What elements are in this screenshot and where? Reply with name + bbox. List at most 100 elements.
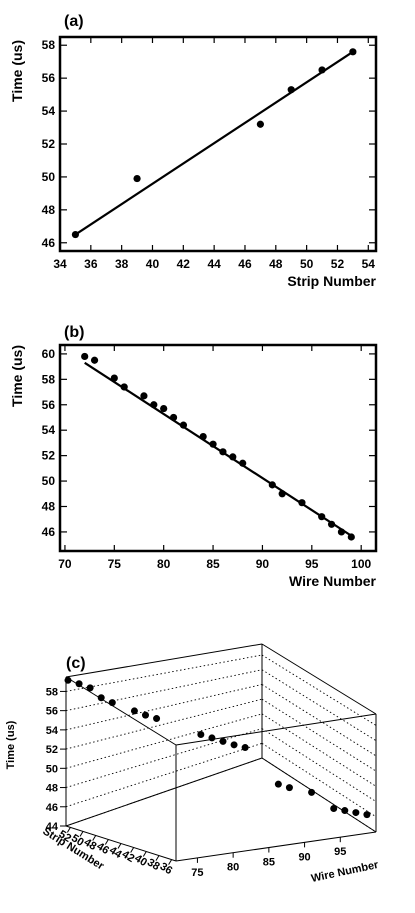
data-point bbox=[90, 356, 99, 364]
wire-tick-label: 75 bbox=[191, 867, 203, 879]
panel-a-x-title: Strip Number bbox=[287, 273, 376, 289]
y-tick-label: 46 bbox=[42, 525, 56, 539]
panel-a-y-ticks: 46 48 50 52 54 56 58 bbox=[42, 38, 376, 250]
data-point bbox=[256, 120, 264, 128]
data-point bbox=[81, 352, 89, 361]
data-point bbox=[278, 490, 286, 498]
y-tick-label: 48 bbox=[42, 203, 56, 217]
data-point-3d bbox=[330, 805, 338, 813]
data-point bbox=[199, 432, 207, 441]
panel-b-frame bbox=[58, 343, 378, 553]
x-tick-label: 90 bbox=[256, 557, 270, 571]
grid-line bbox=[65, 742, 263, 808]
strip-tick-mark bbox=[117, 843, 122, 849]
x-tick-label: 40 bbox=[146, 257, 160, 271]
data-point bbox=[179, 421, 188, 429]
data-point bbox=[120, 383, 128, 391]
x-tick-label: 52 bbox=[331, 257, 345, 271]
z-tick-label: 48 bbox=[46, 783, 58, 795]
panel-b-marks bbox=[81, 352, 355, 541]
z-tick-label: 46 bbox=[46, 802, 58, 814]
data-point bbox=[71, 230, 80, 239]
data-point-3d bbox=[86, 684, 94, 692]
z-tick-label: 50 bbox=[46, 763, 58, 775]
strip-tick-label: 42 bbox=[120, 848, 137, 865]
grid-line bbox=[261, 654, 377, 726]
panel-b: (b) 70 75 80 85 90 95 100 46 48 50 52 54 56 58 60 Wir… bbox=[9, 324, 378, 589]
data-point bbox=[298, 499, 306, 507]
y-tick-label: 48 bbox=[42, 499, 56, 513]
wire-tick-label: 85 bbox=[263, 857, 275, 869]
data-point bbox=[209, 440, 217, 448]
data-point-3d bbox=[153, 715, 161, 723]
data-point bbox=[219, 448, 227, 456]
wire-tick-label: 80 bbox=[227, 862, 239, 874]
y-tick-label: 46 bbox=[42, 236, 56, 250]
data-point-3d bbox=[64, 676, 72, 684]
x-tick-label: 100 bbox=[351, 557, 371, 571]
y-tick-label: 60 bbox=[42, 347, 56, 361]
data-point-3d bbox=[142, 711, 149, 719]
strip-tick-mark bbox=[142, 851, 147, 857]
c-edge bbox=[65, 643, 263, 678]
data-point-3d bbox=[219, 737, 227, 745]
y-tick-label: 50 bbox=[42, 474, 56, 488]
c-edge bbox=[65, 757, 263, 827]
y-tick-label: 56 bbox=[42, 398, 56, 412]
grid-line bbox=[65, 669, 263, 712]
x-tick-label: 42 bbox=[177, 257, 191, 271]
x-tick-label: 54 bbox=[362, 257, 376, 271]
data-point-3d bbox=[341, 807, 349, 815]
strip-tick-mark bbox=[79, 831, 84, 837]
data-point bbox=[349, 48, 357, 56]
x-tick-label: 70 bbox=[58, 557, 72, 571]
z-tick-label: 44 bbox=[46, 821, 59, 833]
strip-tick-mark bbox=[104, 839, 109, 845]
strip-tick-mark bbox=[130, 847, 135, 853]
fit-line bbox=[74, 50, 354, 236]
strip-tick-mark bbox=[66, 827, 71, 833]
data-point-3d bbox=[241, 744, 249, 752]
grid-line bbox=[65, 713, 263, 769]
strip-tick-label: 50 bbox=[69, 832, 86, 849]
x-tick-label: 48 bbox=[269, 257, 283, 271]
y-tick-label: 52 bbox=[42, 137, 56, 151]
y-tick-label: 54 bbox=[42, 104, 56, 118]
x-tick-label: 36 bbox=[84, 257, 98, 271]
y-tick-label: 58 bbox=[42, 38, 56, 52]
x-tick-label: 75 bbox=[108, 557, 122, 571]
data-point-3d bbox=[75, 680, 83, 688]
data-point-3d bbox=[97, 694, 105, 702]
data-point-3d bbox=[108, 699, 116, 707]
strip-tick-label: 36 bbox=[158, 860, 175, 877]
data-point bbox=[318, 66, 326, 74]
data-point-3d bbox=[230, 741, 238, 749]
panel-c-wire-title: Wire Number bbox=[310, 859, 380, 885]
x-tick-label: 44 bbox=[207, 257, 221, 271]
grid-line bbox=[65, 654, 263, 692]
data-point bbox=[287, 86, 295, 94]
x-tick-label: 80 bbox=[157, 557, 171, 571]
fit-line bbox=[84, 361, 352, 537]
data-point-3d bbox=[197, 730, 205, 738]
strip-tick-label: 40 bbox=[132, 852, 149, 869]
grid-line bbox=[261, 713, 377, 787]
c-edge bbox=[65, 676, 177, 746]
grid-line bbox=[261, 684, 377, 757]
z-tick-label: 54 bbox=[46, 725, 59, 737]
x-tick-label: 50 bbox=[300, 257, 314, 271]
grid-line bbox=[261, 698, 377, 772]
grid-line bbox=[261, 669, 377, 742]
wire-tick-label: 95 bbox=[334, 846, 346, 858]
panel-a: (a) 34 36 38 40 42 44 46 48 50 52 54 46 48 50 52 54 56 5… bbox=[9, 13, 378, 289]
grid-line bbox=[261, 742, 377, 818]
strip-tick-mark bbox=[168, 859, 173, 865]
x-tick-label: 34 bbox=[53, 257, 67, 271]
strip-tick-label: 46 bbox=[94, 840, 111, 857]
panel-c-box bbox=[65, 643, 377, 862]
data-point-3d bbox=[352, 809, 360, 817]
panel-c-wire-ticks: 75 80 85 90 95 bbox=[191, 837, 346, 879]
grid-line bbox=[65, 684, 263, 731]
grid-line bbox=[65, 698, 263, 750]
